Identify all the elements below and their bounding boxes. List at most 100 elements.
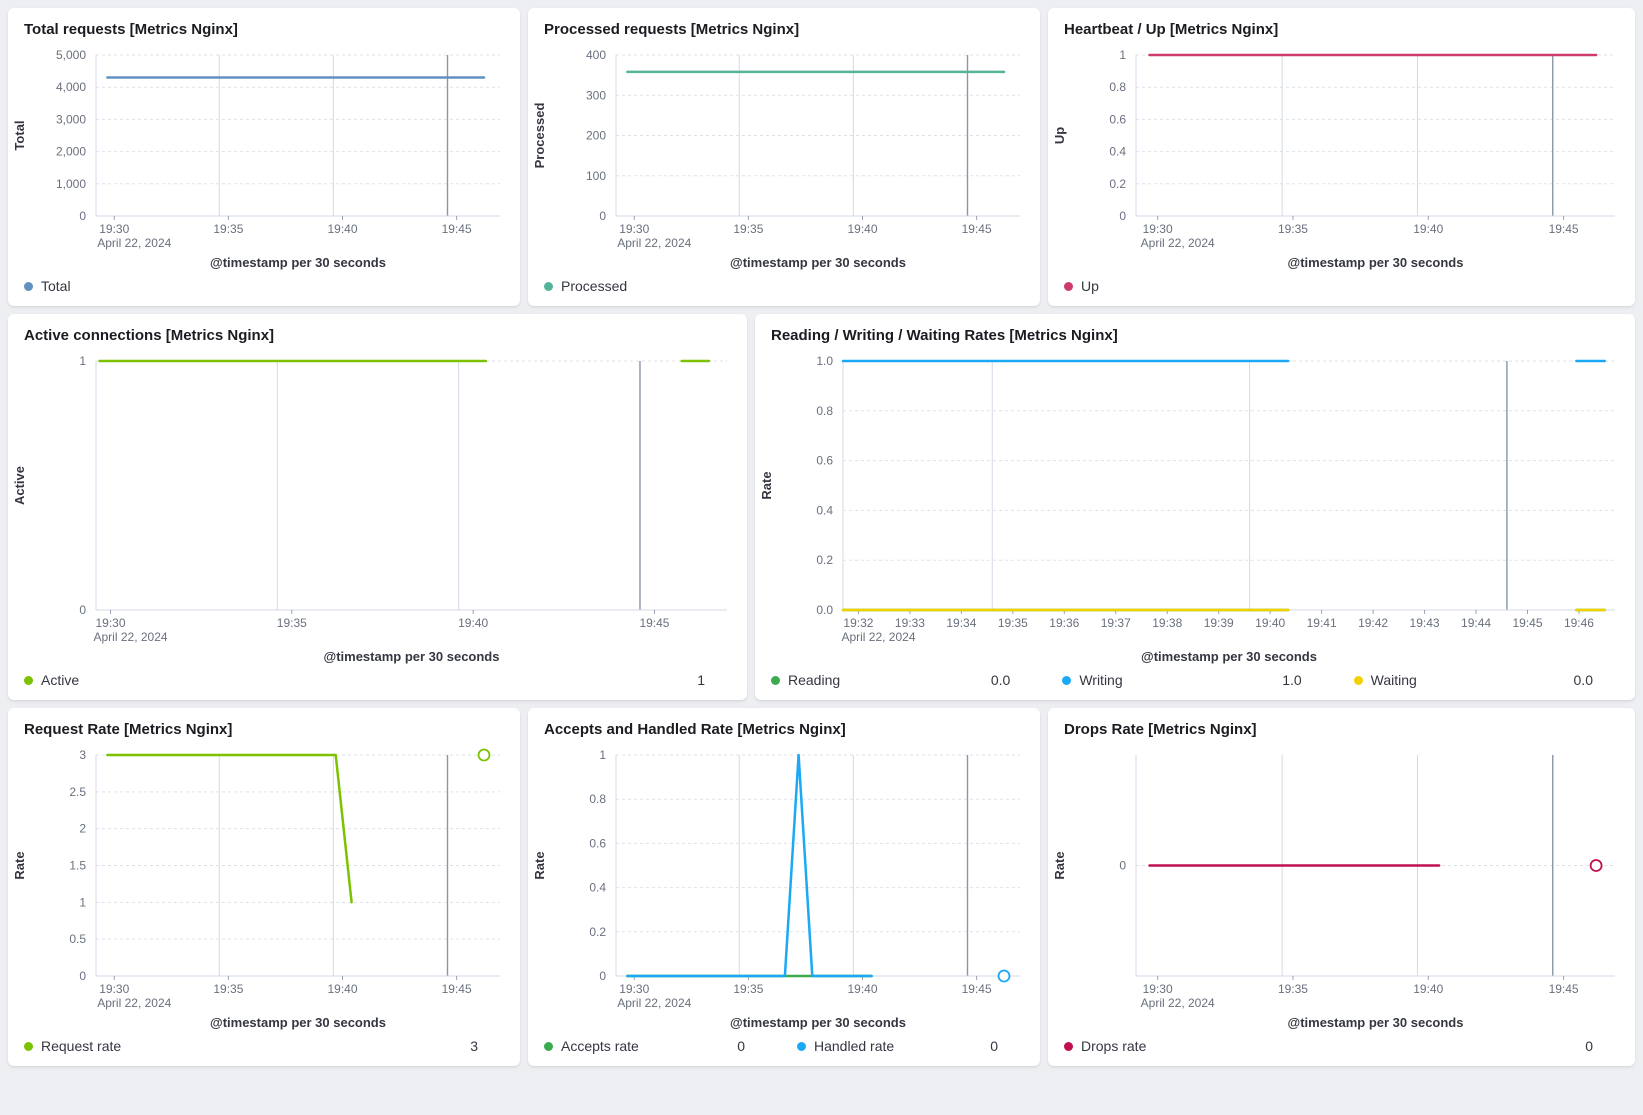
legend-label: Drops rate xyxy=(1081,1038,1147,1054)
series-point-marker xyxy=(1589,859,1603,873)
panel-title-drops-rate[interactable]: Drops Rate [Metrics Nginx] xyxy=(1064,721,1257,738)
panel-title-total-requests[interactable]: Total requests [Metrics Nginx] xyxy=(24,21,238,38)
y-tick-label: 1.5 xyxy=(69,859,86,873)
legend-dot-icon xyxy=(1064,1041,1073,1051)
legend-item-reading[interactable]: Reading 0.0 xyxy=(771,672,1036,688)
y-axis-title: Rate xyxy=(759,472,774,500)
legend-item-drops-rate[interactable]: Drops rate 0 xyxy=(1064,1038,1619,1054)
x-tick-label: 19:35 xyxy=(213,222,243,236)
y-tick-label: 0.8 xyxy=(589,793,606,807)
x-tick-label: 19:40 xyxy=(327,222,357,236)
x-axis-title: @timestamp per 30 seconds xyxy=(730,1015,906,1030)
x-tick-label: 19:39 xyxy=(1204,616,1234,630)
legend-label: Reading xyxy=(788,672,841,688)
legend-reading-writing-waiting: Reading 0.0 Writing 1.0 Waiting 0.0 xyxy=(755,668,1635,700)
legend-value: 1 xyxy=(697,672,705,688)
y-tick-label: 0.6 xyxy=(589,837,606,851)
chart-request-rate[interactable]: 3 2.5 2 1.5 1 0.5 0 19:30 April 22, 2024 19:35 19:… xyxy=(8,741,520,1034)
y-axis-title: Rate xyxy=(532,852,547,880)
y-tick-label: 4,000 xyxy=(56,81,86,95)
x-tick-label: 19:40 xyxy=(1413,222,1443,236)
panel-accepts-handled-rate: Accepts and Handled Rate [Metrics Nginx]… xyxy=(528,708,1040,1066)
legend-request-rate: Request rate 3 xyxy=(8,1034,520,1066)
x-tick-label: 19:32 xyxy=(843,616,873,630)
x-tick-sublabel: April 22, 2024 xyxy=(1141,996,1215,1010)
y-tick-label: 0 xyxy=(79,209,86,223)
legend-item-processed[interactable]: Processed xyxy=(544,278,627,294)
y-tick-label: 3 xyxy=(79,748,86,762)
y-tick-label: 0.2 xyxy=(816,554,833,568)
legend-value: 0 xyxy=(1585,1038,1593,1054)
chart-heartbeat-up[interactable]: 1 0.8 0.6 0.4 0.2 0 19:30 April 22, 2024 19:35 19… xyxy=(1048,41,1635,274)
legend-item-waiting[interactable]: Waiting 0.0 xyxy=(1353,672,1619,688)
x-tick-label: 19:43 xyxy=(1410,616,1440,630)
x-tick-label: 19:40 xyxy=(1255,616,1285,630)
legend-item-accepts-rate[interactable]: Accepts rate 0 xyxy=(544,1038,771,1054)
panel-title-request-rate[interactable]: Request Rate [Metrics Nginx] xyxy=(24,721,233,738)
y-tick-label: 0.8 xyxy=(816,404,833,418)
y-tick-label: 0.2 xyxy=(589,925,606,939)
y-tick-label: 0 xyxy=(1119,859,1126,873)
panel-title-processed-requests[interactable]: Processed requests [Metrics Nginx] xyxy=(544,21,800,38)
y-axis-title: Up xyxy=(1052,127,1067,144)
legend-label: Total xyxy=(41,278,71,294)
x-tick-label: 19:41 xyxy=(1307,616,1337,630)
x-tick-label: 19:30 xyxy=(95,616,125,630)
legend-value: 0 xyxy=(737,1038,745,1054)
x-tick-label: 19:35 xyxy=(277,616,307,630)
x-tick-label: 19:45 xyxy=(442,222,472,236)
y-tick-label: 0 xyxy=(599,969,606,983)
x-tick-label: 19:35 xyxy=(1278,982,1308,996)
y-tick-label: 0.6 xyxy=(1109,113,1126,127)
panel-title-active-connections[interactable]: Active connections [Metrics Nginx] xyxy=(24,327,275,344)
y-tick-label: 1.0 xyxy=(816,354,833,368)
legend-item-writing[interactable]: Writing 1.0 xyxy=(1062,672,1327,688)
panel-title-accepts-handled[interactable]: Accepts and Handled Rate [Metrics Nginx] xyxy=(544,721,846,738)
legend-dot-icon xyxy=(1064,281,1073,291)
y-tick-label: 300 xyxy=(586,89,606,103)
x-tick-label: 19:45 xyxy=(962,222,992,236)
y-tick-label: 0.0 xyxy=(816,603,833,617)
y-tick-label: 0 xyxy=(599,209,606,223)
x-tick-label: 19:45 xyxy=(1549,982,1579,996)
y-tick-label: 0.4 xyxy=(1109,145,1126,159)
legend-label: Request rate xyxy=(41,1038,122,1054)
legend-item-request-rate[interactable]: Request rate 3 xyxy=(24,1038,504,1054)
chart-reading-writing-waiting[interactable]: 1.0 0.8 0.6 0.4 0.2 0.0 19:32 April 22, 2024 19:… xyxy=(755,347,1635,668)
x-tick-sublabel: April 22, 2024 xyxy=(97,236,171,250)
x-axis-title: @timestamp per 30 seconds xyxy=(730,255,906,270)
panel-total-requests: Total requests [Metrics Nginx] 5,000 4,00… xyxy=(8,8,520,306)
chart-processed-requests[interactable]: 400 300 200 100 0 19:30 April 22, 2024 19:35 19:… xyxy=(528,41,1040,274)
panel-request-rate: Request Rate [Metrics Nginx] 3 2.5 2 1.5 1 0.… xyxy=(8,708,520,1066)
chart-active-connections[interactable]: 1 0 19:30 April 22, 2024 19:35 19:40 19:45 @tim… xyxy=(8,347,747,668)
y-tick-label: 0 xyxy=(79,603,86,617)
panel-title-reading-writing-waiting[interactable]: Reading / Writing / Waiting Rates [Metri… xyxy=(771,327,1118,344)
y-axis-title: Total xyxy=(12,121,27,151)
panel-title-heartbeat-up[interactable]: Heartbeat / Up [Metrics Nginx] xyxy=(1064,21,1279,38)
dashboard-row-3: Request Rate [Metrics Nginx] 3 2.5 2 1.5 1 0.… xyxy=(8,708,1635,1066)
legend-label: Active xyxy=(41,672,80,688)
chart-accepts-handled[interactable]: 1 0.8 0.6 0.4 0.2 0 19:30 April 22, 2024 19:35 19… xyxy=(528,741,1040,1034)
legend-item-up[interactable]: Up xyxy=(1064,278,1099,294)
x-axis-title: @timestamp per 30 seconds xyxy=(1141,649,1317,664)
legend-item-handled-rate[interactable]: Handled rate 0 xyxy=(797,1038,1024,1054)
y-tick-label: 5,000 xyxy=(56,48,86,62)
legend-value: 0.0 xyxy=(1573,672,1593,688)
y-tick-label: 100 xyxy=(586,169,606,183)
x-tick-label: 19:40 xyxy=(458,616,488,630)
y-tick-label: 1 xyxy=(79,354,86,368)
legend-item-active[interactable]: Active 1 xyxy=(24,672,731,688)
chart-total-requests[interactable]: 5,000 4,000 3,000 2,000 1,000 0 19:30 April 22,… xyxy=(8,41,520,274)
legend-drops-rate: Drops rate 0 xyxy=(1048,1034,1635,1066)
x-tick-label: 19:44 xyxy=(1461,616,1491,630)
legend-label: Up xyxy=(1081,278,1099,294)
x-tick-sublabel: April 22, 2024 xyxy=(617,236,691,250)
y-tick-label: 0.5 xyxy=(69,933,86,947)
legend-item-total[interactable]: Total xyxy=(24,278,71,294)
series-point-marker xyxy=(477,749,491,762)
chart-drops-rate[interactable]: 0 19:30 April 22, 2024 19:35 19:40 19:45 @time… xyxy=(1048,741,1635,1034)
